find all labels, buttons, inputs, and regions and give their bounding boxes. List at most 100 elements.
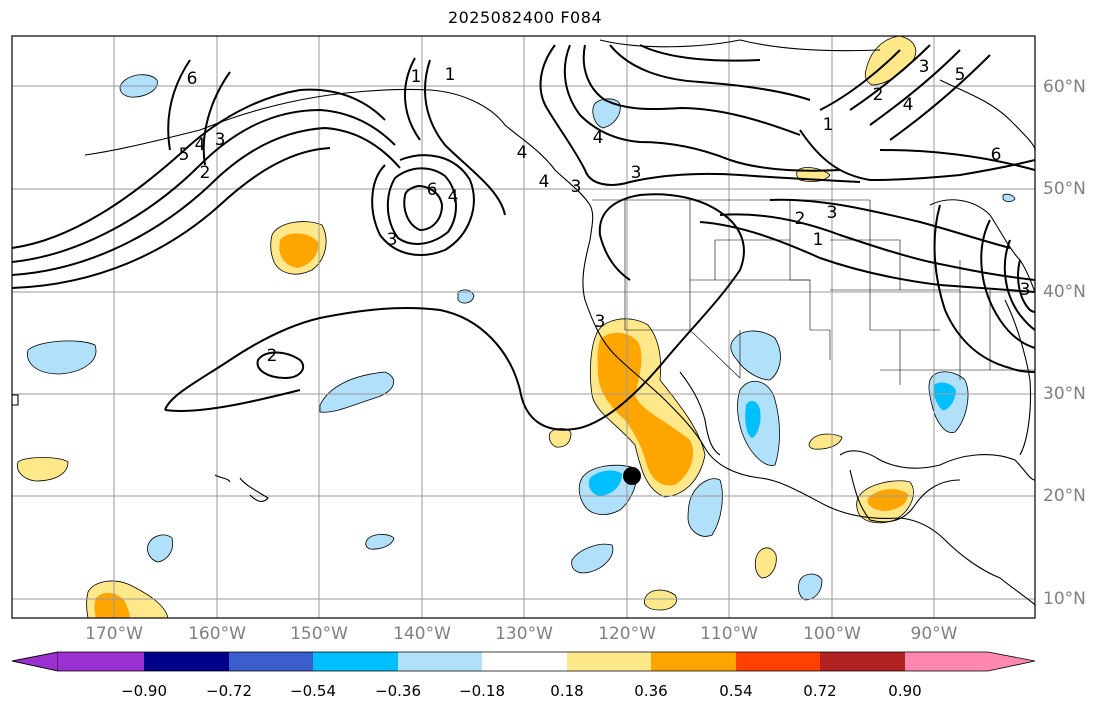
colorbar-segment	[229, 652, 313, 671]
latitude-label: 30°N	[1043, 384, 1086, 404]
chart-title: 2025082400 F084	[447, 8, 603, 27]
longitude-label: 170°W	[85, 624, 143, 644]
colorbar-segment	[567, 652, 651, 671]
contour-label-text: 2	[267, 346, 278, 366]
contour-label-text: 3	[215, 130, 226, 150]
colorbar-segment	[144, 652, 229, 671]
longitude-label: 140°W	[393, 624, 451, 644]
contour-label: 3	[215, 130, 226, 150]
storm-center-marker	[623, 467, 641, 485]
contour-label-text: 4	[448, 187, 459, 207]
latitude-label: 40°N	[1043, 282, 1086, 302]
colorbar-tick-label: 0.72	[803, 682, 837, 700]
contour-label-text: 6	[427, 180, 438, 200]
colorbar-extend-min	[11, 651, 59, 672]
contour-label: 3	[827, 203, 838, 223]
longitude-label: 130°W	[495, 624, 553, 644]
contour-label: 3	[387, 230, 398, 250]
contour-label-text: 1	[411, 67, 422, 87]
contour-label-group: 6 5 4 3 2 1 1 3 6 4 3 3 4 4 3 2 3 1 2 1 …	[179, 57, 1031, 366]
contour-label-text: 4	[517, 143, 528, 163]
contour-label: 2	[873, 85, 884, 105]
latitude-label: 50°N	[1043, 179, 1086, 199]
contour-label-text: 3	[1020, 280, 1031, 300]
contour-label: 4	[195, 135, 206, 155]
positive-anomaly-areas	[16, 36, 917, 618]
colorbar-tick-label: −0.18	[459, 682, 505, 700]
negative-anomaly-areas	[27, 74, 1016, 601]
contour-label-text: 4	[593, 128, 604, 148]
contour-label-text: 1	[445, 65, 456, 85]
contour-label: 3	[595, 312, 606, 332]
contour-lines	[12, 44, 1035, 431]
contour-label-text: 5	[179, 145, 190, 165]
contour-label-text: 3	[571, 177, 582, 197]
colorbar-segment	[313, 652, 398, 671]
contour-label: 2	[267, 346, 278, 366]
longitude-label: 150°W	[290, 624, 348, 644]
contour-label: 3	[919, 57, 930, 77]
colorbar-tick-label: 0.54	[719, 682, 753, 700]
contour-label-text: 3	[387, 230, 398, 250]
colorbar-tick-label: −0.90	[121, 682, 167, 700]
contour-label-text: 1	[813, 230, 824, 250]
contour-label: 3	[631, 163, 642, 183]
contour-label: 3	[571, 177, 582, 197]
map-frame	[11, 35, 1036, 619]
contour-label: 2	[200, 163, 211, 183]
contour-label-text: 2	[200, 163, 211, 183]
colorbar-segment	[736, 652, 820, 671]
contour-label-text: 3	[919, 57, 930, 77]
contour-label-text: 2	[795, 209, 806, 229]
colorbar-tick-label: 0.90	[888, 682, 922, 700]
contour-label-text: 3	[631, 163, 642, 183]
contour-label-text: 6	[991, 145, 1002, 165]
colorbar-segment	[651, 652, 736, 671]
colorbar-tick-label: 0.36	[634, 682, 668, 700]
colorbar-segment	[482, 652, 567, 671]
contour-label: 3	[1020, 280, 1031, 300]
contour-label: 1	[823, 115, 834, 135]
contour-label-text: 5	[955, 65, 966, 85]
contour-label-text: 4	[539, 172, 550, 192]
colorbar-segment	[820, 652, 905, 671]
contour-label: 6	[427, 180, 438, 200]
contour-label: 1	[813, 230, 824, 250]
contour-label: 4	[539, 172, 550, 192]
contour-label-text: 6	[187, 69, 198, 89]
contour-label-text: 3	[595, 312, 606, 332]
strong-negative-anomaly-areas	[588, 382, 956, 496]
contour-label-text: 4	[195, 135, 206, 155]
contour-label: 1	[411, 67, 422, 87]
contour-label: 2	[795, 209, 806, 229]
latitude-label: 10°N	[1043, 589, 1086, 609]
longitude-label: 120°W	[598, 624, 656, 644]
contour-label: 4	[593, 128, 604, 148]
colorbar-tick-label: −0.54	[290, 682, 336, 700]
longitude-label: 110°W	[700, 624, 758, 644]
colorbar	[11, 651, 1036, 672]
longitude-label: 160°W	[188, 624, 246, 644]
contour-label-text: 1	[823, 115, 834, 135]
latitude-label: 60°N	[1043, 77, 1086, 97]
contour-label: 5	[179, 145, 190, 165]
coastlines	[12, 39, 1035, 606]
contour-label: 5	[955, 65, 966, 85]
state-borders	[592, 199, 1035, 385]
contour-label: 4	[448, 187, 459, 207]
colorbar-tick-label: −0.36	[375, 682, 421, 700]
contour-label: 6	[187, 69, 198, 89]
longitude-label: 90°W	[910, 624, 958, 644]
contour-label-text: 2	[873, 85, 884, 105]
contour-label: 6	[991, 145, 1002, 165]
contour-label: 4	[517, 143, 528, 163]
graticule	[12, 36, 1035, 618]
colorbar-tick-label: 0.18	[550, 682, 584, 700]
colorbar-tick-label: −0.72	[206, 682, 252, 700]
contour-label-text: 4	[903, 95, 914, 115]
colorbar-segment	[398, 652, 482, 671]
contour-label: 1	[445, 65, 456, 85]
latitude-label: 20°N	[1043, 486, 1086, 506]
contour-label-text: 3	[827, 203, 838, 223]
